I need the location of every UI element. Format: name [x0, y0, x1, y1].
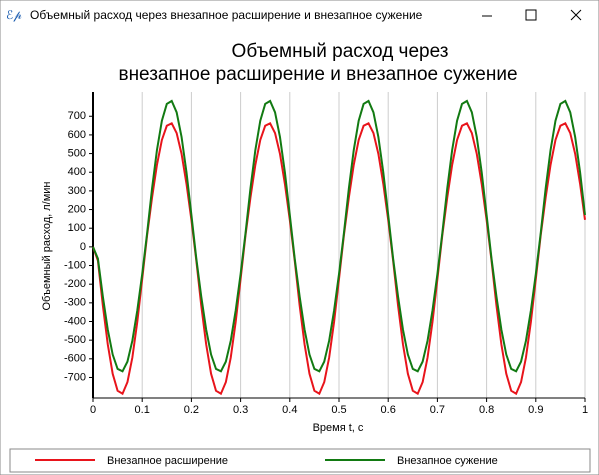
series-line	[92, 99, 586, 373]
app-icon: ℰ𝓅	[6, 8, 22, 22]
close-button[interactable]	[570, 9, 582, 21]
window-title: Объемный расход через внезапное расширен…	[30, 8, 423, 22]
y-tick-label: -500	[64, 334, 86, 346]
legend	[9, 448, 591, 473]
x-axis-label: Время t, с	[313, 422, 364, 434]
legend-label: Внезапное расширение	[107, 455, 228, 467]
x-tick-label: 0.2	[184, 404, 199, 416]
x-tick-label: 0.6	[381, 404, 396, 416]
y-tick-label: -600	[64, 353, 86, 365]
x-tick-label: 0.8	[479, 404, 494, 416]
x-tick-label: 0.7	[430, 404, 445, 416]
x-tick-label: 0	[90, 404, 96, 416]
chart-title: Объемный расход через	[232, 41, 449, 62]
legend-label: Внезапное сужение	[397, 455, 498, 467]
y-tick-label: -100	[64, 259, 86, 271]
title-bar: ℰ𝓅 Объемный расход через внезапное расши…	[6, 8, 582, 22]
y-tick-label: 500	[68, 147, 86, 159]
y-tick-label: 0	[80, 241, 86, 253]
x-tick-label: 0.1	[135, 404, 150, 416]
y-tick-label: -700	[64, 371, 86, 383]
y-tick-label: 400	[68, 166, 86, 178]
x-tick-label: 0.5	[331, 404, 346, 416]
y-tick-label: 600	[68, 129, 86, 141]
maximize-button[interactable]	[525, 9, 537, 21]
chart-title: внезапное расширение и внезапное сужение	[118, 64, 517, 85]
y-tick-label: -200	[64, 278, 86, 290]
x-tick-label: 0.4	[282, 404, 297, 416]
y-tick-label: 300	[68, 185, 86, 197]
y-tick-label: 200	[68, 203, 86, 215]
y-axis-label: Объемный расход, л/мин	[41, 181, 53, 310]
y-tick-label: -400	[64, 315, 86, 327]
x-tick-label: 1	[582, 404, 588, 416]
y-tick-label: -300	[64, 297, 86, 309]
x-tick-label: 0.3	[233, 404, 248, 416]
x-tick-label: 0.9	[528, 404, 543, 416]
y-tick-label: 100	[68, 222, 86, 234]
y-tick-label: 700	[68, 110, 86, 122]
